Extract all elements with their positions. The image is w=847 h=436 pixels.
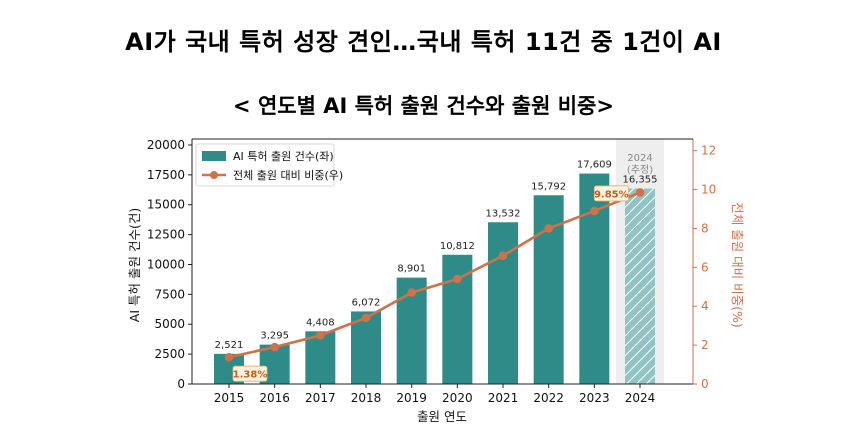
y2-tick-label: 0 bbox=[701, 377, 709, 391]
y2-tick-label: 12 bbox=[701, 144, 716, 158]
share-point-2019 bbox=[407, 288, 416, 297]
x-axis-label: 출원 연도 bbox=[417, 409, 467, 424]
y-tick-label: 17500 bbox=[147, 168, 185, 182]
legend-line-label: 전체 출원 대비 비중(우) bbox=[233, 169, 343, 182]
x-tick-label: 2016 bbox=[259, 391, 290, 405]
bar-value-label: 17,609 bbox=[577, 160, 612, 171]
share-point-2015 bbox=[224, 352, 234, 362]
legend-line-marker bbox=[210, 171, 218, 179]
bar-2023 bbox=[579, 173, 610, 384]
bar-value-label: 10,812 bbox=[440, 241, 475, 252]
y2-axis-label: 전체 출원 대비 비중(%) bbox=[730, 202, 745, 328]
data-labels: 2,521 3,295 4,408 6,072 8,901 10,812 13,532 15,… bbox=[215, 160, 658, 382]
bar-value-label: 16,355 bbox=[623, 175, 658, 186]
bar-value-label: 4,408 bbox=[306, 317, 335, 328]
chart-subtitle: < 연도별 AI 특허 출원 건수와 출원 비중> bbox=[233, 94, 614, 118]
y2-tick-label: 10 bbox=[701, 183, 716, 197]
x-tick-label: 2022 bbox=[533, 391, 564, 405]
share-point-2016 bbox=[270, 342, 279, 352]
callout-box bbox=[232, 365, 268, 382]
y-tick-label: 10000 bbox=[147, 257, 185, 271]
share-callout: 9.85% bbox=[593, 185, 629, 202]
forecast-note: (추정) bbox=[627, 164, 653, 176]
bar-2018 bbox=[351, 311, 381, 384]
share-point-2023 bbox=[590, 206, 599, 216]
bar-value-label: 3,295 bbox=[260, 331, 289, 342]
x-tick-label: 2023 bbox=[579, 391, 610, 405]
y2-tick-label: 6 bbox=[701, 260, 709, 274]
y-tick-label: 15000 bbox=[147, 198, 185, 212]
share-callout: 1.38% bbox=[232, 365, 268, 382]
legend-box bbox=[195, 143, 335, 187]
y-tick-label: 20000 bbox=[147, 138, 185, 152]
line-series bbox=[224, 188, 645, 362]
x-tick-label: 2017 bbox=[305, 391, 336, 405]
bar-series bbox=[214, 173, 655, 384]
y-tick-label: 7500 bbox=[154, 287, 185, 301]
y2-tick-label: 4 bbox=[701, 299, 709, 313]
share-point-2022 bbox=[544, 224, 553, 233]
bar-value-label: 15,792 bbox=[531, 181, 566, 192]
share-point-2024 bbox=[635, 188, 645, 197]
x-tick-label: 2020 bbox=[442, 391, 473, 405]
y-axis-label: AI 특허 출원 건수(건) bbox=[127, 208, 142, 322]
y2-tick-label: 8 bbox=[701, 221, 709, 235]
x-tick-label: 2015 bbox=[214, 391, 245, 405]
x-tick-label: 2018 bbox=[351, 391, 382, 405]
headline: AI가 국내 특허 성장 견인…국내 특허 11건 중 1건이 AI bbox=[125, 28, 722, 56]
share-line bbox=[228, 191, 641, 359]
y-tick-label: 2500 bbox=[154, 347, 185, 361]
legend-bar-swatch bbox=[202, 151, 226, 161]
bar-value-label: 8,901 bbox=[397, 264, 426, 275]
forecast-note: 2024 bbox=[627, 153, 652, 164]
bar-value-label: 13,532 bbox=[486, 208, 521, 219]
bar-2021 bbox=[488, 222, 518, 384]
y-tick-label: 0 bbox=[177, 377, 185, 391]
share-point-2021 bbox=[498, 251, 508, 260]
share-point-2017 bbox=[316, 331, 325, 340]
y-tick-label: 5000 bbox=[154, 317, 185, 331]
bar-value-label: 2,521 bbox=[215, 340, 244, 351]
y-tick-label: 12500 bbox=[147, 228, 185, 242]
callout-text: 1.38% bbox=[233, 370, 268, 381]
share-point-2020 bbox=[453, 274, 462, 284]
share-point-2018 bbox=[361, 313, 371, 323]
legend: AI 특허 출원 건수(좌) 전체 출원 대비 비중(우) bbox=[195, 143, 343, 187]
x-tick-label: 2019 bbox=[396, 391, 427, 405]
callout-text: 9.85% bbox=[594, 189, 629, 200]
callout-box bbox=[593, 185, 629, 202]
bar-2024 bbox=[625, 188, 655, 384]
legend-bar-label: AI 특허 출원 건수(좌) bbox=[233, 150, 334, 163]
x-tick-label: 2024 bbox=[625, 391, 656, 405]
y2-tick-label: 2 bbox=[701, 338, 709, 352]
axes: 0 2500 5000 7500 10000 12500 15000 17500 20000 0 2… bbox=[127, 138, 745, 424]
bar-2017 bbox=[305, 331, 336, 384]
bar-value-label: 6,072 bbox=[352, 297, 381, 308]
x-tick-label: 2021 bbox=[488, 391, 519, 405]
